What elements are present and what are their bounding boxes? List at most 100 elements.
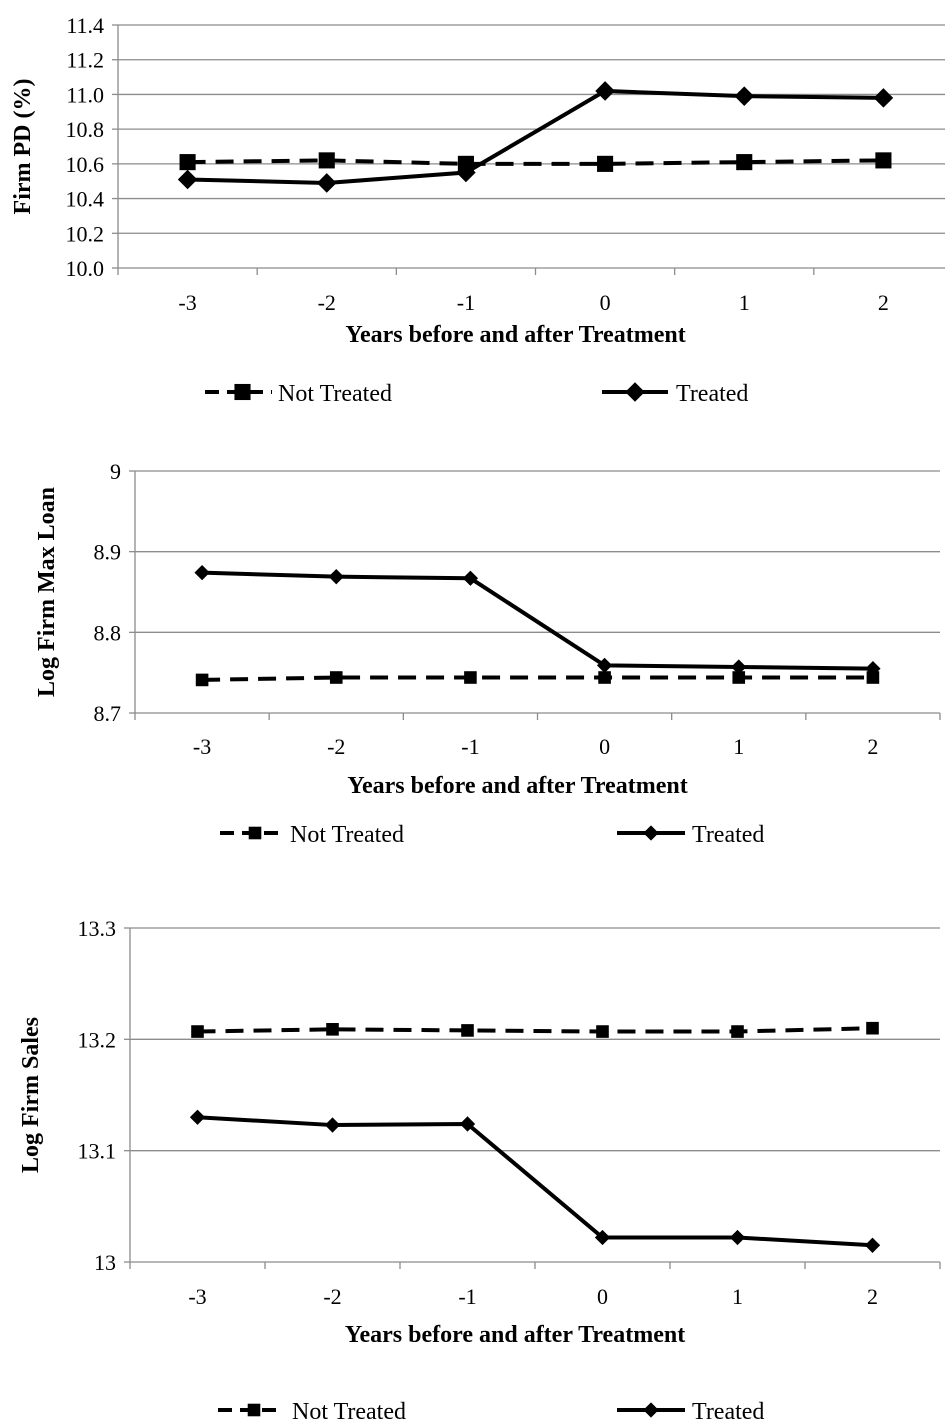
legend-swatch-marker [643, 1402, 659, 1418]
y-tick-label: 13 [94, 1250, 116, 1275]
series-line-treated [202, 570, 873, 671]
y-tick-label: 10.8 [66, 117, 105, 142]
x-tick-label: -3 [178, 290, 196, 315]
data-point-not-treated [598, 671, 611, 684]
legend-swatch-marker [234, 383, 251, 401]
legend-item-treated: Treated [602, 381, 748, 407]
y-tick-label: 8.9 [94, 540, 122, 565]
x-axis-label: Years before and after Treatment [345, 322, 685, 348]
legend: Not Treated Treated [220, 822, 764, 848]
x-axis-label: Years before and after Treatment [347, 773, 687, 799]
data-point-treated [594, 1229, 611, 1246]
y-tick-label: 10.4 [66, 187, 105, 212]
data-point-treated [459, 1116, 476, 1132]
y-tick-label: 13.3 [78, 916, 117, 941]
x-tick-label: -1 [458, 1284, 476, 1309]
x-tick-label: 0 [597, 1284, 608, 1309]
x-tick-label: -1 [461, 734, 479, 759]
data-point-treated [731, 659, 747, 675]
legend-label: Treated [676, 381, 748, 407]
x-tick-label: -3 [188, 1284, 206, 1309]
x-tick-label: 1 [733, 734, 744, 759]
data-point-treated [734, 86, 755, 106]
x-tick-label: 1 [732, 1284, 743, 1309]
x-tick-label: -2 [327, 734, 345, 759]
legend-label: Not Treated [290, 822, 404, 848]
y-tick-label: 9 [110, 459, 121, 484]
legend-swatch-marker [247, 1403, 261, 1417]
data-point-not-treated [195, 673, 209, 687]
legend-label: Not Treated [278, 381, 392, 407]
data-point-not-treated [464, 671, 477, 684]
y-tick-label: 10.6 [66, 152, 105, 177]
data-point-not-treated [875, 152, 892, 169]
legend-swatch-marker [643, 825, 659, 841]
legend: Not Treated Treated [218, 1399, 764, 1423]
legend-swatch-marker [625, 382, 645, 402]
legend: Not Treated Treated [205, 381, 748, 407]
data-point-treated [189, 1109, 206, 1125]
data-point-treated [316, 173, 337, 193]
x-tick-label: 2 [867, 734, 878, 759]
legend-label: Not Treated [292, 1399, 406, 1423]
data-point-treated [865, 660, 881, 677]
y-tick-label: 11.4 [66, 13, 104, 38]
data-point-treated [177, 169, 198, 190]
data-point-not-treated [597, 155, 614, 172]
legend-swatch-marker [248, 826, 262, 840]
y-tick-label: 10.0 [66, 256, 105, 281]
series-line-not-treated [197, 1026, 873, 1034]
x-tick-label: 2 [867, 1284, 878, 1309]
x-tick-label: -2 [318, 290, 336, 315]
legend-item-not-treated: Not Treated [218, 1399, 406, 1423]
data-point-treated [328, 569, 344, 585]
legend-label: Treated [692, 1399, 764, 1423]
data-point-not-treated [736, 154, 753, 171]
data-point-not-treated [732, 671, 746, 684]
y-tick-label: 11.0 [66, 82, 104, 107]
data-point-not-treated [866, 1021, 879, 1035]
legend-item-not-treated: Not Treated [220, 822, 404, 848]
data-point-not-treated [596, 1025, 609, 1038]
x-axis-label: Years before and after Treatment [345, 1322, 685, 1348]
series-line-treated [187, 88, 884, 185]
legend-item-treated: Treated [617, 1399, 764, 1423]
x-tick-label: 0 [599, 734, 610, 759]
legend-item-treated: Treated [617, 822, 764, 848]
data-point-not-treated [461, 1024, 474, 1037]
data-point-treated [864, 1237, 881, 1253]
data-point-treated [462, 570, 479, 586]
data-point-not-treated [318, 152, 335, 169]
chart-3: 13 13.1 13.2 13.3 -3 -2 -1 0 1 2 Years before and … [18, 916, 941, 1423]
chart-1: 10.0 10.2 10.4 10.6 10.8 11.0 11.2 11.4 -3 -2 -1 0 1… [10, 13, 945, 407]
y-axis-label: Log Firm Max Loan [34, 487, 60, 697]
data-point-not-treated [179, 154, 196, 171]
chart-2: 8.7 8.8 8.9 9 -3 -2 -1 0 1 2 Years before and afte… [34, 459, 941, 848]
y-tick-label: 13.1 [78, 1139, 117, 1164]
data-point-not-treated [191, 1025, 204, 1038]
data-point-not-treated [866, 671, 880, 684]
data-point-treated [595, 81, 615, 101]
x-tick-label: -3 [193, 734, 211, 759]
data-point-not-treated [329, 671, 343, 684]
x-tick-label: 0 [600, 290, 611, 315]
y-tick-label: 10.2 [66, 221, 105, 246]
y-axis-label: Log Firm Sales [18, 1017, 44, 1173]
y-tick-label: 11.2 [66, 48, 104, 73]
y-tick-label: 8.8 [94, 620, 122, 645]
x-tick-label: 1 [739, 290, 750, 315]
data-point-not-treated [731, 1025, 744, 1038]
data-point-not-treated [326, 1023, 339, 1036]
y-tick-label: 13.2 [78, 1027, 117, 1052]
data-point-treated [729, 1229, 746, 1246]
y-axis-label: Firm PD (%) [10, 79, 36, 215]
data-point-treated [873, 88, 894, 108]
data-point-treated [596, 657, 613, 674]
x-tick-label: 2 [878, 290, 889, 315]
y-tick-label: 8.7 [94, 701, 122, 726]
x-tick-label: -1 [457, 290, 475, 315]
legend-label: Treated [692, 822, 764, 848]
series-line-not-treated [187, 158, 884, 166]
x-tick-label: -2 [323, 1284, 341, 1309]
